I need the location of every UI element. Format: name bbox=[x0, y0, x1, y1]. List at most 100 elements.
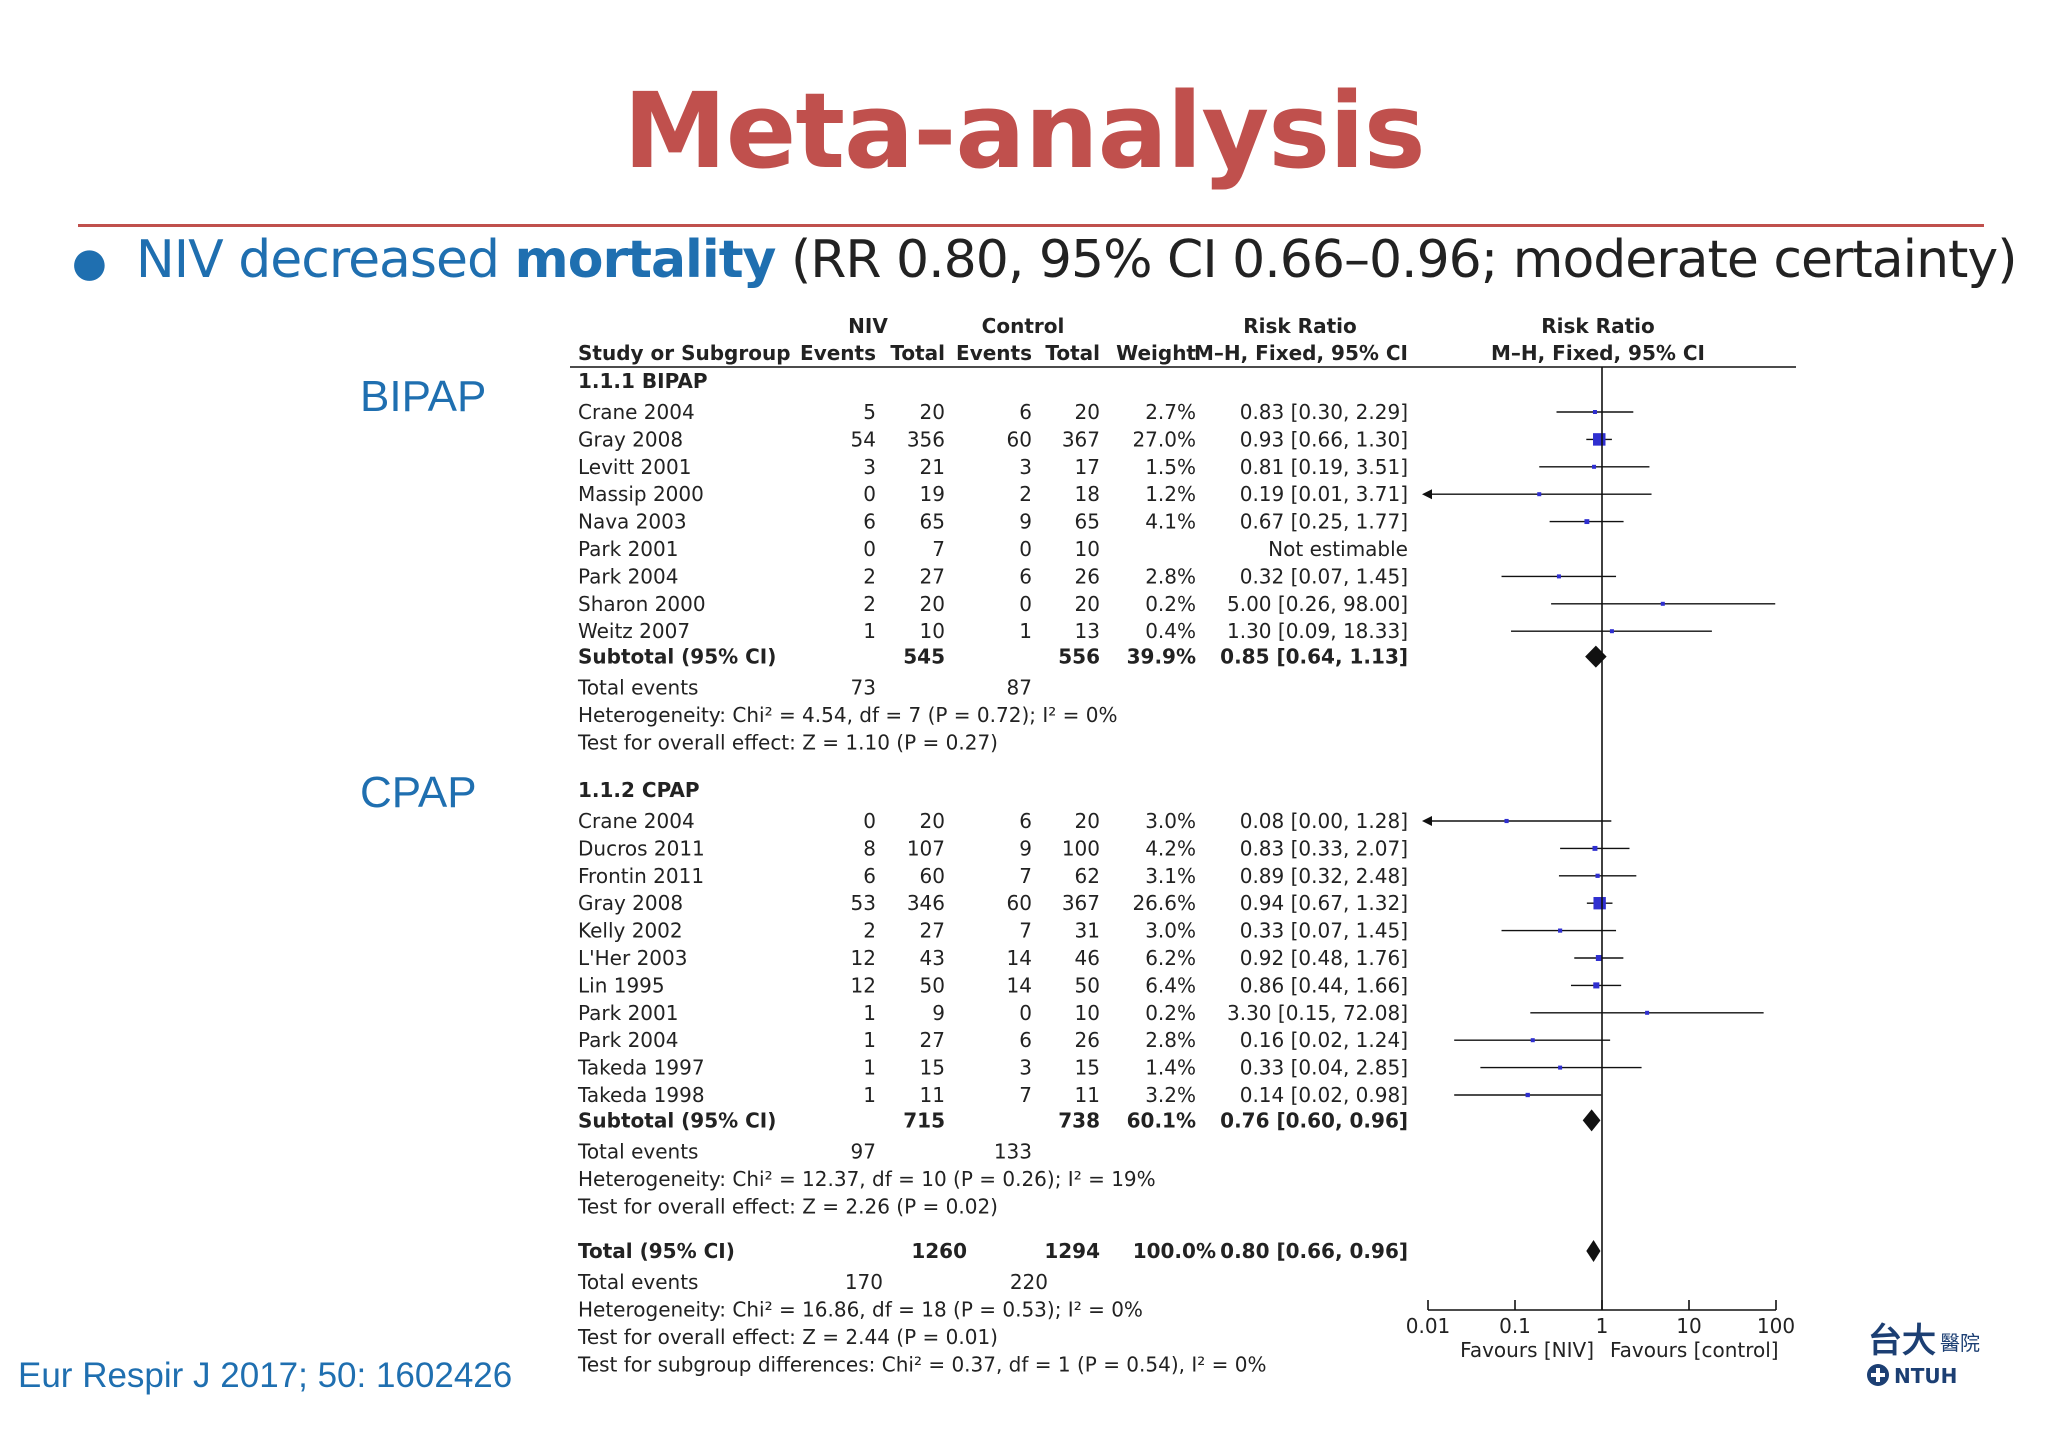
control-events: 6 bbox=[1019, 564, 1032, 588]
overall-effect-text: Test for overall effect: Z = 2.26 (P = 0… bbox=[577, 1194, 998, 1218]
key-finding-bullet: ● NIV decreased mortality (RR 0.80, 95% C… bbox=[72, 230, 2018, 290]
control-total: 17 bbox=[1075, 455, 1100, 479]
niv-total: 20 bbox=[920, 592, 945, 616]
niv-total: 107 bbox=[907, 836, 945, 860]
study-point-marker bbox=[1593, 433, 1606, 446]
header-niv: NIV bbox=[848, 314, 888, 338]
study-risk-ratio: 0.89 [0.32, 2.48] bbox=[1240, 864, 1408, 888]
control-events: 60 bbox=[1007, 891, 1032, 915]
study-risk-ratio: 0.92 [0.48, 1.76] bbox=[1240, 946, 1408, 970]
study-weight: 26.6% bbox=[1132, 891, 1196, 915]
control-total: 367 bbox=[1062, 891, 1100, 915]
study-risk-ratio: 1.30 [0.09, 18.33] bbox=[1227, 619, 1408, 643]
control-total: 13 bbox=[1075, 619, 1100, 643]
ci-arrow-icon bbox=[1422, 489, 1432, 500]
control-events: 0 bbox=[1019, 592, 1032, 616]
heterogeneity-text: Heterogeneity: Chi² = 4.54, df = 7 (P = … bbox=[578, 703, 1117, 727]
control-events: 0 bbox=[1019, 537, 1032, 561]
niv-events: 12 bbox=[851, 973, 876, 997]
study-risk-ratio: 0.94 [0.67, 1.32] bbox=[1240, 891, 1408, 915]
subtotal-niv-total: 545 bbox=[903, 645, 945, 669]
control-total: 26 bbox=[1075, 1028, 1100, 1052]
study-name: Kelly 2002 bbox=[578, 919, 683, 943]
study-weight: 2.8% bbox=[1145, 1028, 1196, 1052]
favours-niv-label: Favours [NIV] bbox=[1460, 1338, 1594, 1362]
citation: Eur Respir J 2017; 50: 1602426 bbox=[18, 1356, 513, 1395]
control-total: 50 bbox=[1075, 973, 1100, 997]
control-total: 367 bbox=[1062, 427, 1100, 451]
study-point-marker bbox=[1558, 928, 1563, 933]
header-risk-ratio-plot: Risk Ratio bbox=[1541, 314, 1654, 338]
study-name: Lin 1995 bbox=[578, 973, 665, 997]
cpap-label: CPAP bbox=[360, 768, 477, 817]
forest-plot: NIV Control Risk Ratio Risk Ratio Study or S… bbox=[570, 314, 1796, 1377]
subtotal-weight: 60.1% bbox=[1127, 1108, 1196, 1132]
header-method: M–H, Fixed, 95% CI bbox=[1194, 341, 1408, 365]
subgroup-heading: 1.1.2 CPAP bbox=[578, 778, 700, 802]
subtotal-label: Subtotal (95% CI) bbox=[578, 645, 776, 669]
niv-total: 60 bbox=[920, 864, 945, 888]
total-events-control: 87 bbox=[1007, 676, 1032, 700]
study-risk-ratio: 0.14 [0.02, 0.98] bbox=[1240, 1083, 1408, 1107]
finding-suffix: (RR 0.80, 95% CI 0.66–0.96; moderate cer… bbox=[775, 230, 2018, 290]
niv-events: 1 bbox=[863, 1001, 876, 1025]
subtotal-control-total: 556 bbox=[1058, 645, 1100, 669]
total-diamond bbox=[1586, 1240, 1601, 1262]
subtotal-risk-ratio: 0.85 [0.64, 1.13] bbox=[1220, 645, 1408, 669]
study-point-marker bbox=[1525, 1092, 1530, 1098]
study-point-marker bbox=[1593, 897, 1606, 910]
x-axis-tick-label: 10 bbox=[1676, 1314, 1701, 1338]
study-risk-ratio: 3.30 [0.15, 72.08] bbox=[1227, 1001, 1408, 1025]
study-weight: 3.2% bbox=[1145, 1083, 1196, 1107]
control-events: 7 bbox=[1019, 864, 1032, 888]
x-axis-tick-label: 100 bbox=[1757, 1314, 1795, 1338]
niv-total: 15 bbox=[920, 1056, 945, 1080]
niv-events: 1 bbox=[863, 1028, 876, 1052]
total-control: 1294 bbox=[1044, 1239, 1100, 1263]
study-point-marker bbox=[1660, 601, 1665, 606]
study-weight: 0.4% bbox=[1145, 619, 1196, 643]
study-weight: 6.4% bbox=[1145, 973, 1196, 997]
control-events: 6 bbox=[1019, 809, 1032, 833]
subtotal-niv-total: 715 bbox=[903, 1108, 945, 1132]
study-weight: 2.8% bbox=[1145, 564, 1196, 588]
study-name: Gray 2008 bbox=[578, 427, 683, 451]
study-name: Takeda 1997 bbox=[577, 1056, 705, 1080]
total-label: Total (95% CI) bbox=[578, 1239, 735, 1263]
control-total: 26 bbox=[1075, 564, 1100, 588]
overall-effect-text: Test for overall effect: Z = 1.10 (P = 0… bbox=[577, 731, 998, 755]
niv-total: 50 bbox=[920, 973, 945, 997]
control-events: 6 bbox=[1019, 400, 1032, 424]
niv-total: 10 bbox=[920, 619, 945, 643]
niv-events: 0 bbox=[863, 809, 876, 833]
control-events: 9 bbox=[1019, 510, 1032, 534]
study-weight: 3.1% bbox=[1145, 864, 1196, 888]
header-risk-ratio: Risk Ratio bbox=[1243, 314, 1356, 338]
total-events-control: 133 bbox=[994, 1139, 1032, 1163]
bullet-dot-icon: ● bbox=[72, 240, 107, 286]
subtotal-label: Subtotal (95% CI) bbox=[578, 1108, 776, 1132]
footer-statistic: Test for subgroup differences: Chi² = 0.… bbox=[577, 1353, 1266, 1377]
control-events: 7 bbox=[1019, 1083, 1032, 1107]
control-total: 31 bbox=[1075, 919, 1100, 943]
study-name: Takeda 1998 bbox=[577, 1083, 705, 1107]
control-events: 7 bbox=[1019, 919, 1032, 943]
subtotal-control-total: 738 bbox=[1058, 1108, 1100, 1132]
header-total: Total bbox=[890, 341, 945, 365]
total-events-niv: 73 bbox=[851, 676, 876, 700]
study-weight: 1.5% bbox=[1145, 455, 1196, 479]
study-point-marker bbox=[1592, 845, 1598, 851]
study-name: Park 2004 bbox=[578, 564, 678, 588]
study-weight: 6.2% bbox=[1145, 946, 1196, 970]
total-niv: 1260 bbox=[911, 1239, 967, 1263]
total-events-label: Total events bbox=[577, 676, 698, 700]
subtotal-weight: 39.9% bbox=[1127, 645, 1196, 669]
control-total: 15 bbox=[1075, 1056, 1100, 1080]
niv-total: 19 bbox=[920, 482, 945, 506]
study-name: Park 2001 bbox=[578, 537, 678, 561]
control-total: 20 bbox=[1075, 592, 1100, 616]
niv-total: 27 bbox=[920, 1028, 945, 1052]
subgroup-heading: 1.1.1 BIPAP bbox=[578, 369, 708, 393]
favours-control-label: Favours [control] bbox=[1610, 1338, 1779, 1362]
study-weight: 1.4% bbox=[1145, 1056, 1196, 1080]
